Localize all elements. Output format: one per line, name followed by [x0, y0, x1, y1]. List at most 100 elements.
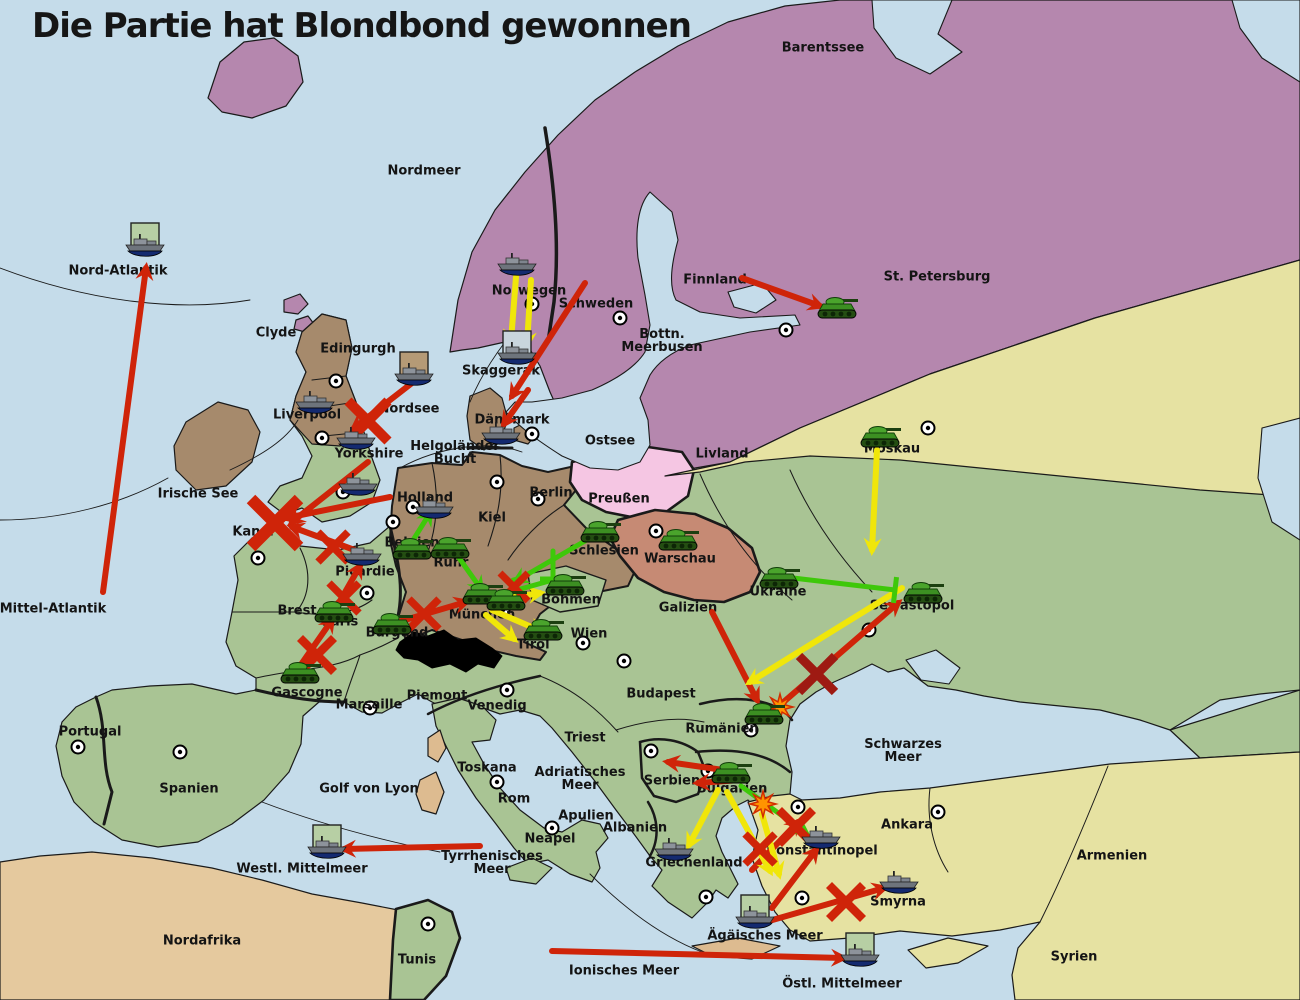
map-label-livland: Livland [695, 447, 748, 462]
landmass [505, 191, 801, 471]
order-arrow [549, 948, 849, 967]
army-unit [545, 574, 586, 596]
arrow-head [863, 537, 882, 556]
arrow-head [805, 293, 826, 311]
map-label-text: Finnland [683, 273, 747, 288]
arrow-head [686, 830, 703, 851]
border-line [928, 787, 949, 873]
map-label-text: Warschau [644, 552, 716, 567]
landmass [283, 293, 309, 315]
supply-center-dot [172, 744, 188, 760]
fleet-unit [481, 422, 521, 445]
map-label-text: Picardie [335, 565, 395, 580]
map-label-text: Bottn. [639, 327, 684, 342]
fleet-unit [735, 894, 775, 929]
border-line [487, 454, 502, 547]
map-label-text: Helgoländer [410, 439, 500, 454]
map-label-text: Meer [562, 778, 600, 793]
map-label-nord-atlantik: Nord-Atlantik [69, 264, 168, 279]
map-label-galizien: Galizien [659, 601, 717, 616]
map-label-griechenland: Griechenland [645, 856, 742, 871]
border-line [589, 873, 703, 953]
map-label-golf-von-lyon: Golf von Lyon [319, 782, 419, 797]
map-label-text: Neapel [524, 832, 575, 847]
map-label-text: Holland [397, 491, 453, 506]
border-line [1039, 765, 1109, 923]
order-arrow [759, 811, 785, 880]
map-label-text: Rom [498, 792, 531, 807]
map-label-armenien: Armenien [1077, 849, 1148, 864]
map-label-text: St. Petersburg [884, 270, 991, 285]
map-label-konstantinopel: Konstantinopel [766, 844, 877, 859]
fleet-unit [497, 330, 537, 365]
map-label-serbien: Serbien [644, 774, 700, 789]
map-label-text: Serbien [644, 774, 700, 789]
supply-center-dot [489, 774, 505, 790]
fleet-unit [840, 932, 880, 967]
army-unit [372, 613, 413, 635]
fleet-unit [336, 427, 376, 450]
landmass [1257, 417, 1300, 541]
border-line [254, 688, 346, 704]
border-line [638, 738, 708, 804]
map-label-westl.-mittelmeer: Westl. Mittelmeer [236, 862, 368, 877]
arrow-head [500, 409, 519, 429]
arrow-head [526, 586, 546, 604]
fleet-unit [497, 253, 537, 276]
supply-center-dot [616, 653, 632, 669]
landmass [747, 751, 1300, 1000]
map-label-text: Meerbusen [621, 340, 702, 355]
fleet-unit [414, 496, 454, 519]
map-label-bottn.-meerbusen: Bottn.Meerbusen [621, 327, 702, 355]
order-arrow [287, 459, 371, 526]
map-label-holland: Holland [397, 491, 453, 506]
standoff-x-icon [795, 652, 839, 696]
standoff-x-icon [825, 881, 867, 923]
map-label-yorkshire: Yorkshire [334, 447, 404, 462]
border-line [615, 718, 705, 731]
map-label-skaggerak: Skaggerak [462, 364, 540, 379]
landmass [173, 401, 261, 491]
map-label-text: Schwarzes [864, 737, 942, 752]
border-line [295, 547, 309, 613]
arrow-head [286, 522, 307, 540]
map-label-text: Armenien [1077, 849, 1148, 864]
map-label-text: Venedig [467, 699, 526, 714]
army-unit [711, 762, 752, 784]
landmass [395, 629, 503, 673]
map-label-text: Bucht [434, 452, 476, 467]
map-label-text: Edingurgh [320, 342, 395, 357]
map-label-wien: Wien [571, 627, 608, 642]
landmass [431, 697, 609, 883]
landmass [871, 0, 963, 75]
army-unit [817, 297, 858, 319]
supply-center-dot [643, 743, 659, 759]
army-unit [580, 521, 621, 543]
map-label-text: Toskana [457, 761, 516, 776]
map-label-barentssee: Barentssee [782, 41, 865, 56]
supply-center-dot [499, 682, 515, 698]
map-label-syrien: Syrien [1051, 950, 1098, 965]
army-unit [523, 619, 564, 641]
map-label-albanien: Albanien [603, 821, 667, 836]
map-label-text: Nordsee [379, 402, 440, 417]
map-label-st.-petersburg: St. Petersburg [884, 270, 991, 285]
map-label-text: Barentssee [782, 41, 865, 56]
order-arrow [790, 575, 900, 604]
map-label-text: Galizien [659, 601, 717, 616]
army-unit [280, 662, 321, 684]
map-label-ionisches-meer: Ionisches Meer [569, 964, 680, 979]
supply-center-dot [524, 426, 540, 442]
map-label-text: Irische See [158, 487, 239, 502]
map-label-text: Böhmen [541, 593, 601, 608]
map-label-tunis: Tunis [398, 953, 436, 968]
map-label-text: Nordafrika [163, 934, 241, 949]
map-label-spanien: Spanien [159, 782, 218, 797]
support-bar [890, 576, 900, 604]
map-label-text: Rumänien [685, 722, 758, 737]
order-arrow [863, 447, 882, 556]
map-label-text: Östl. Mittelmeer [782, 976, 902, 992]
arrow-head [744, 668, 765, 686]
